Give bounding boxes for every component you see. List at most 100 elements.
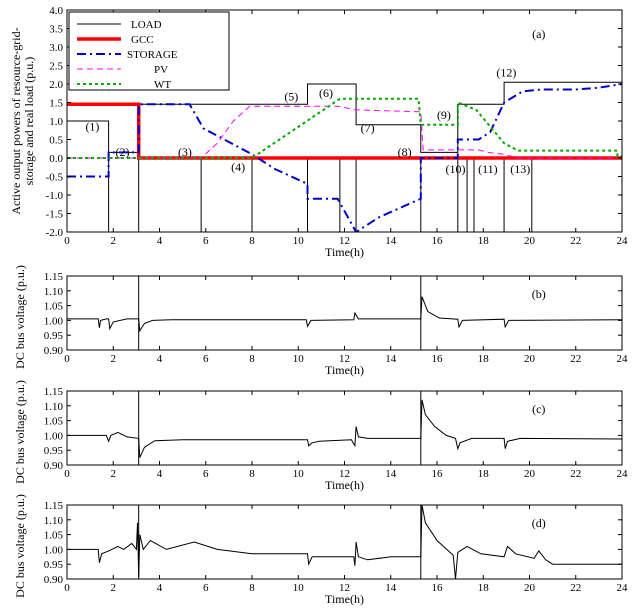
x-tick-label: 18 — [478, 235, 490, 247]
x-tick-label: 4 — [157, 468, 163, 480]
x-tick-label: 0 — [64, 582, 70, 594]
event-annotation: (13) — [510, 162, 530, 176]
y-tick-label: -2.0 — [46, 227, 64, 239]
x-tick-label: 14 — [385, 468, 397, 480]
event-annotation: (3) — [178, 145, 192, 159]
event-annotation: (9) — [437, 108, 451, 122]
event-annotation: (11) — [478, 162, 498, 176]
panel-a: 0 2 4 6 8 10 12 14 16 18 20 22 244.03.53.02.52.01.51… — [9, 5, 628, 259]
x-tick-label: 14 — [385, 235, 397, 247]
y-tick-label: 0.95 — [44, 445, 64, 457]
y-tick-label: 1.00 — [44, 430, 64, 442]
y-tick-label: 0.90 — [44, 345, 64, 357]
x-tick-label: 22 — [570, 468, 581, 480]
x-tick-label: 20 — [524, 353, 536, 365]
x-axis-label: Time(h) — [325, 592, 364, 606]
legend-box — [68, 11, 230, 91]
panel-c: 0 2 4 6 8 10 12 14 16 18 20 22 241.151.101.051.000.9… — [13, 380, 628, 492]
event-annotation: (5) — [284, 90, 298, 104]
y-tick-label: 3.0 — [49, 42, 63, 54]
x-tick-label: 4 — [157, 582, 163, 594]
x-tick-label: 8 — [249, 353, 255, 365]
x-tick-label: 16 — [432, 235, 444, 247]
x-axis-label: Time(h) — [325, 245, 364, 259]
x-tick-label: 2 — [111, 235, 117, 247]
event-annotation: (6) — [319, 86, 333, 100]
event-annotation: (12) — [496, 66, 516, 80]
y-tick-label: 1.10 — [44, 286, 64, 298]
x-axis-label: Time(h) — [325, 478, 364, 492]
x-tick-label: 12 — [339, 353, 350, 365]
y-tick-label: 2.0 — [49, 79, 63, 91]
y-tick-label: -0.5 — [46, 172, 64, 184]
y-tick-label: 1.5 — [49, 98, 63, 110]
x-tick-label: 0 — [64, 353, 70, 365]
x-tick-label: 22 — [570, 235, 581, 247]
series-voltage-line — [67, 399, 622, 458]
event-annotation: (8) — [398, 145, 412, 159]
x-tick-label: 20 — [524, 582, 536, 594]
y-tick-label: 2.5 — [49, 61, 63, 73]
y-tick-label: 0.90 — [44, 460, 64, 472]
series-load-line — [67, 81, 622, 153]
series-wt-line — [67, 97, 622, 159]
x-axis-label: Time(h) — [325, 363, 364, 377]
panel-label: (b) — [532, 287, 546, 301]
x-tick-label: 10 — [293, 468, 305, 480]
panel-d: 0 2 4 6 8 10 12 14 16 18 20 22 241.151.101.051.000.9… — [13, 494, 628, 606]
x-tick-label: 18 — [478, 353, 490, 365]
x-tick-label: 2 — [111, 353, 117, 365]
x-tick-label: 16 — [432, 353, 444, 365]
x-tick-label: 10 — [293, 353, 305, 365]
x-tick-label: 8 — [249, 235, 255, 247]
x-tick-label: 6 — [203, 235, 209, 247]
y-tick-label: 1.15 — [44, 271, 64, 283]
legend: LOAD GCC STORAGE PV WT — [68, 11, 230, 91]
panel-b: 0 2 4 6 8 10 12 14 16 18 20 22 241.151.101.051.000.9… — [13, 265, 628, 377]
y-tick-label: 0.0 — [49, 153, 63, 165]
x-tick-label: 4 — [157, 353, 163, 365]
x-tick-label: 10 — [293, 235, 305, 247]
x-tick-label: 16 — [432, 582, 444, 594]
y-axis-label: DC bus voltage (p.u.) — [13, 265, 27, 369]
panel-label: (a) — [532, 27, 545, 41]
series-storage-line — [67, 83, 622, 232]
y-tick-label: 1.00 — [44, 544, 64, 556]
x-tick-label: 12 — [339, 468, 350, 480]
x-tick-label: 2 — [111, 468, 117, 480]
legend-label: PV — [154, 64, 168, 76]
x-tick-label: 14 — [385, 353, 397, 365]
x-tick-label: 22 — [570, 582, 581, 594]
y-axis-label: DC bus voltage (p.u.) — [13, 380, 27, 484]
x-tick-label: 6 — [203, 468, 209, 480]
y-tick-label: 0.95 — [44, 330, 64, 342]
y-tick-label: 1.10 — [44, 401, 64, 413]
panel-label: (c) — [532, 402, 545, 416]
y-tick-label: 1.05 — [44, 416, 64, 428]
x-tick-label: 18 — [478, 582, 490, 594]
x-tick-label: 20 — [524, 468, 536, 480]
x-tick-label: 6 — [203, 582, 209, 594]
legend-label: LOAD — [131, 19, 162, 31]
event-annotation: (1) — [85, 119, 99, 133]
x-tick-label: 12 — [339, 235, 350, 247]
y-tick-label: 1.10 — [44, 515, 64, 527]
y-axis-label: Active output powers of resource-grid- — [9, 27, 23, 214]
x-tick-label: 22 — [570, 353, 581, 365]
series-voltage-line — [67, 505, 622, 579]
x-tick-label: 0 — [64, 235, 70, 247]
y-tick-label: 1.05 — [44, 530, 64, 542]
y-tick-label: 0.5 — [49, 135, 63, 147]
y-tick-label: 1.00 — [44, 315, 64, 327]
x-tick-label: 10 — [293, 582, 305, 594]
series-voltage-line — [67, 296, 622, 333]
x-tick-label: 0 — [64, 468, 70, 480]
x-tick-label: 2 — [111, 582, 117, 594]
y-axis-label: DC bus voltage (p.u.) — [13, 494, 27, 598]
y-tick-label: -1.0 — [46, 190, 64, 202]
x-tick-label: 18 — [478, 468, 490, 480]
y-tick-label: 3.5 — [49, 24, 63, 36]
x-tick-label: 16 — [432, 468, 444, 480]
y-tick-label: 1.15 — [44, 500, 64, 512]
